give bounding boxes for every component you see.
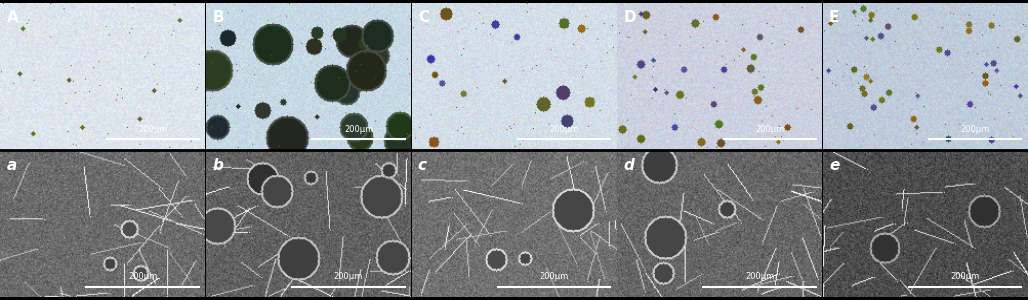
Text: a: a [6,158,16,172]
Text: 200μm: 200μm [550,124,579,134]
Text: 200μm: 200μm [951,272,980,281]
Text: 200μm: 200μm [128,272,157,281]
Text: 200μm: 200μm [745,272,774,281]
Text: 200μm: 200μm [961,124,990,134]
Text: A: A [6,10,19,25]
Text: 200μm: 200μm [756,124,784,134]
Text: d: d [623,158,634,172]
Text: E: E [829,10,839,25]
Text: b: b [212,158,223,172]
Text: e: e [829,158,839,172]
Text: 200μm: 200μm [540,272,568,281]
Text: 200μm: 200μm [139,124,168,134]
Text: 200μm: 200μm [344,124,373,134]
Text: 200μm: 200μm [334,272,363,281]
Text: D: D [623,10,636,25]
Text: c: c [417,158,427,172]
Text: B: B [212,10,224,25]
Text: C: C [417,10,429,25]
